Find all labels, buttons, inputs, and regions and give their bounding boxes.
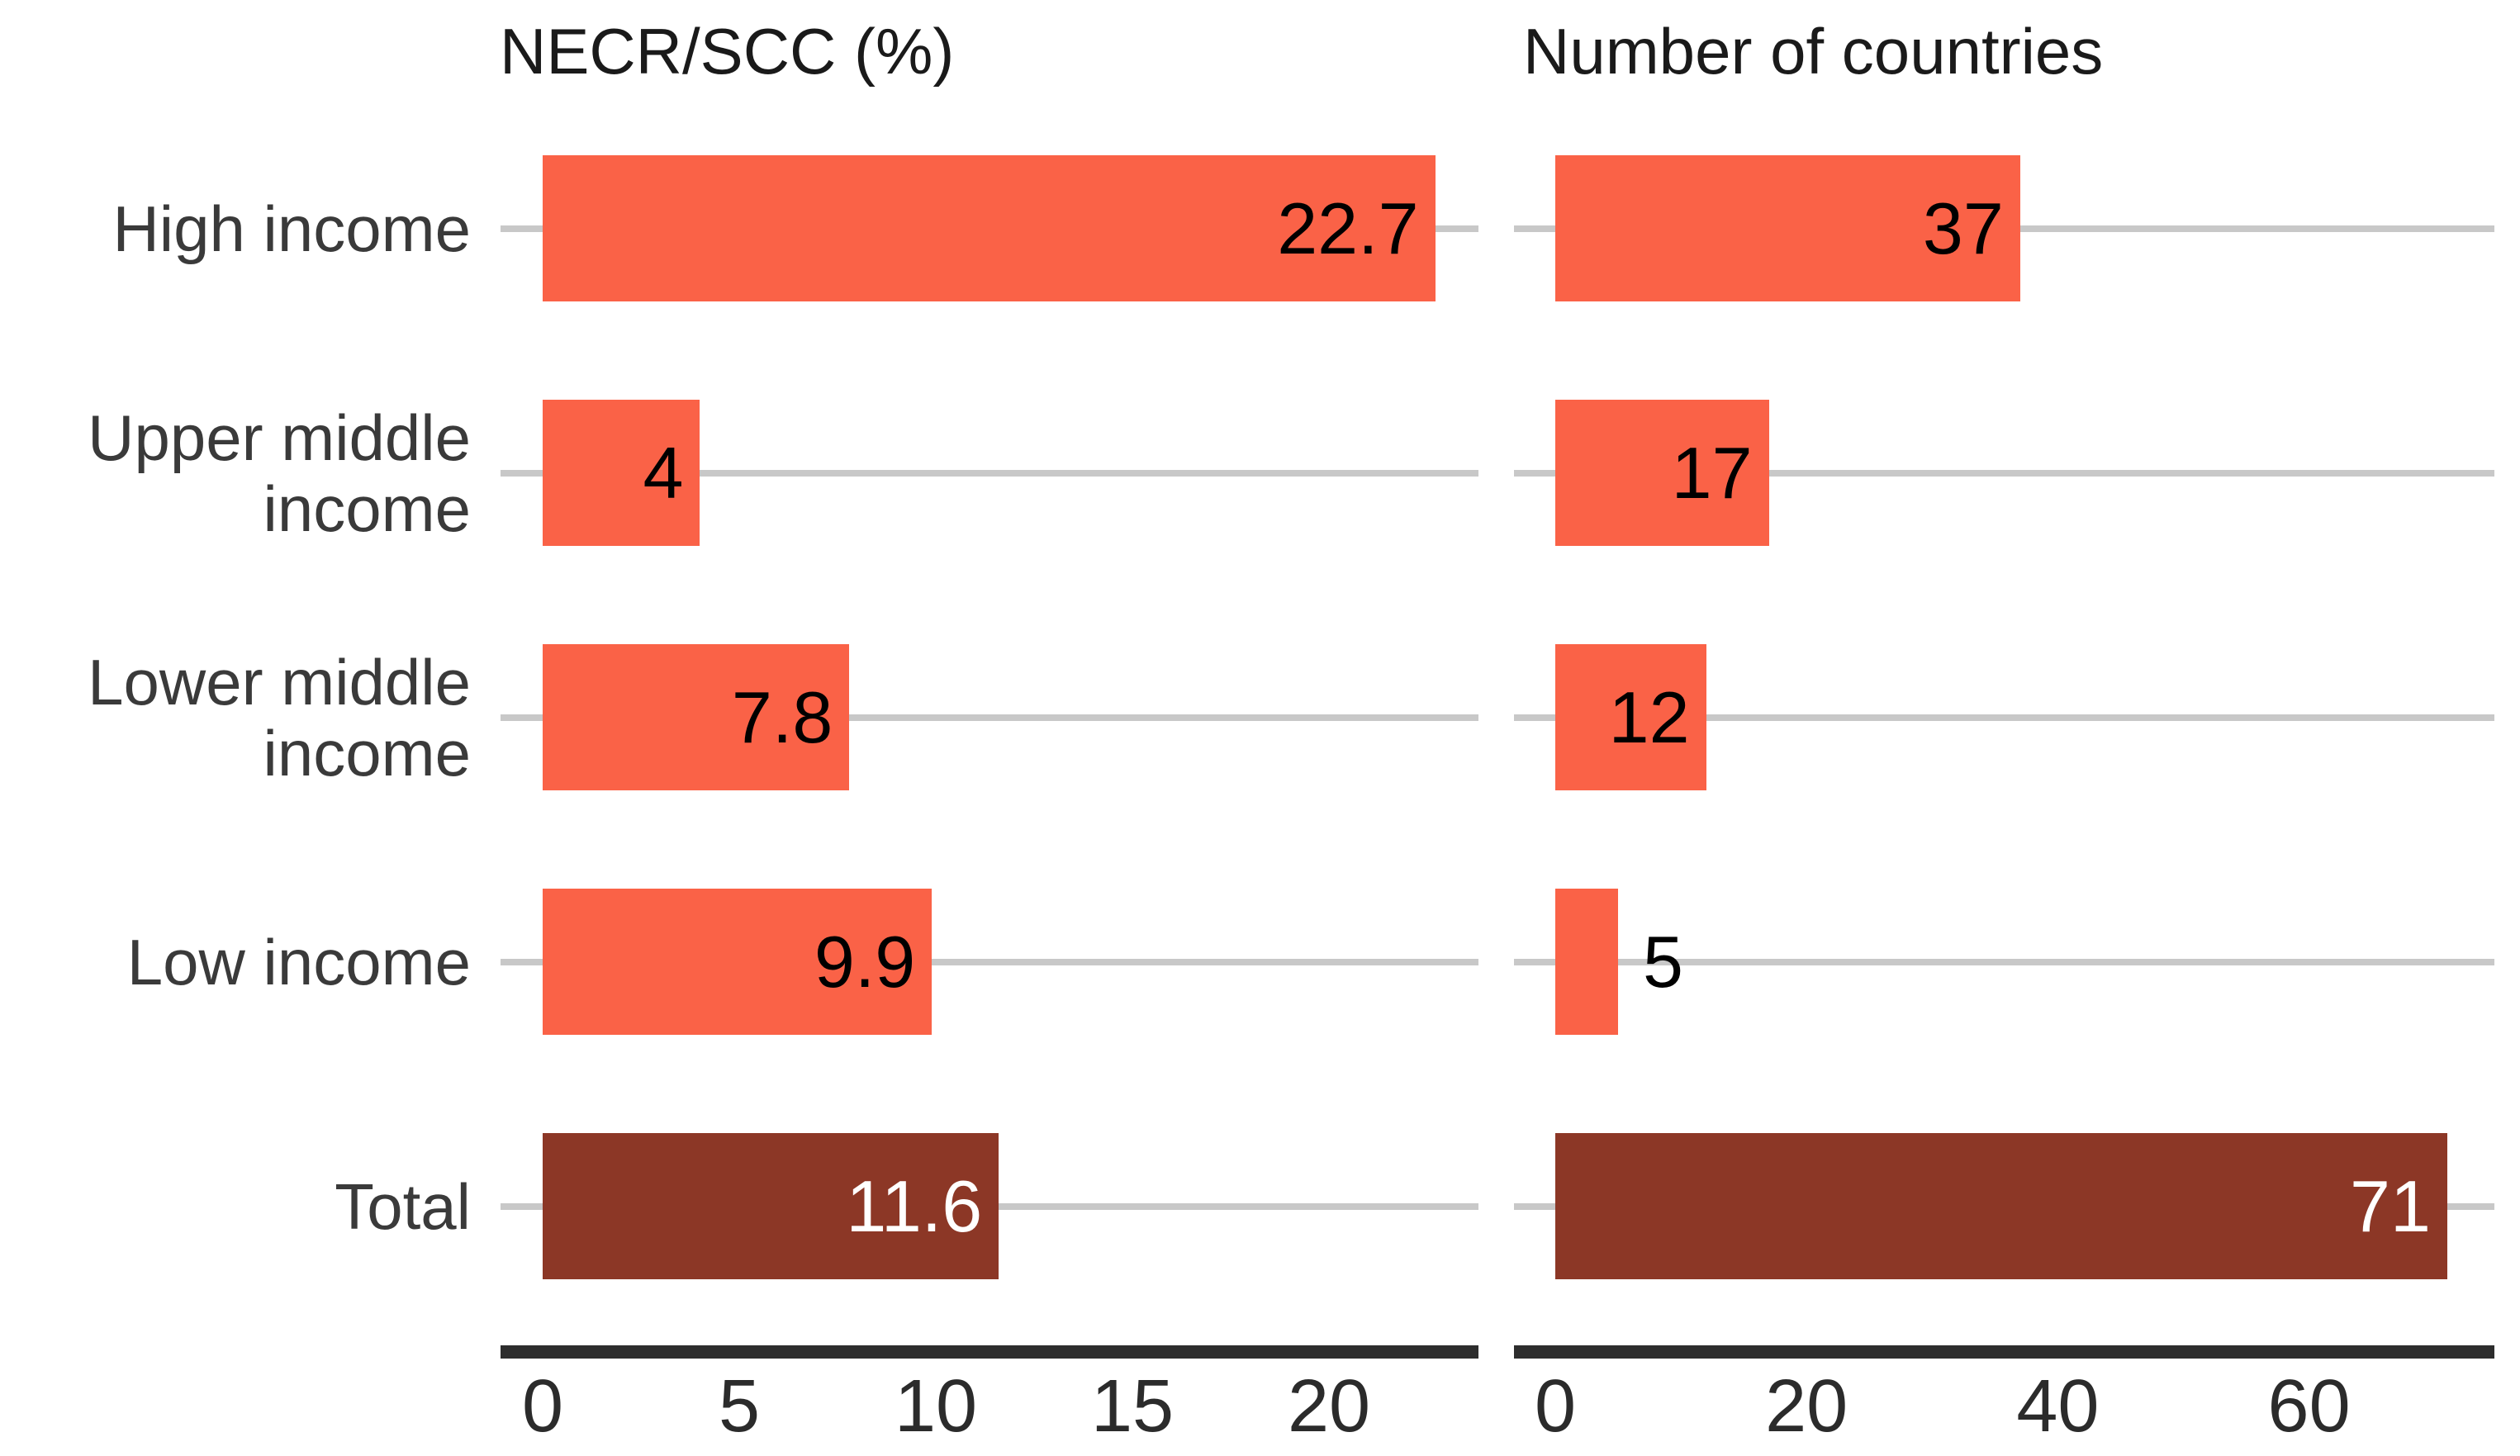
bar-value-label: 4 <box>643 431 684 514</box>
x-axis-tick-label: 15 <box>1090 1365 1175 1448</box>
bar <box>543 644 850 790</box>
category-label: Total <box>335 1169 471 1243</box>
bar <box>1555 889 1619 1035</box>
bar <box>543 1133 999 1279</box>
x-axis-tick-label: 10 <box>894 1365 978 1448</box>
row-gridline <box>1514 714 2494 721</box>
bar <box>1555 155 2020 301</box>
right-panel-title: Number of countries <box>1523 15 2104 88</box>
bar-value-label: 5 <box>1643 920 1683 1003</box>
bar-value-label: 7.8 <box>731 676 833 758</box>
bar <box>543 400 700 546</box>
x-axis-tick-label: 20 <box>1287 1365 1371 1448</box>
row-gridline <box>501 469 1478 477</box>
bar-value-label: 17 <box>1671 431 1753 514</box>
bar-value-label: 71 <box>2350 1164 2431 1247</box>
x-axis-line <box>501 1345 1478 1359</box>
x-axis-tick-label: 20 <box>1765 1365 1848 1448</box>
x-axis-tick-label: 0 <box>1534 1365 1577 1448</box>
category-label: Upper middle income <box>88 401 471 545</box>
left-panel-title: NECR/SCC (%) <box>500 15 955 88</box>
bar <box>1555 1133 2447 1279</box>
row-gridline <box>501 714 1478 721</box>
x-axis-tick-label: 5 <box>718 1365 761 1448</box>
bar-value-label: 22.7 <box>1277 187 1419 269</box>
category-label: Lower middle income <box>88 645 471 790</box>
x-axis-tick-label: 40 <box>2016 1365 2100 1448</box>
bar-value-label: 12 <box>1608 676 1690 758</box>
row-gridline <box>1514 958 2494 965</box>
x-axis-line <box>1514 1345 2494 1359</box>
category-label: Low income <box>126 925 471 998</box>
bar <box>1555 400 1769 546</box>
row-gridline <box>501 958 1478 965</box>
bar <box>543 889 933 1035</box>
bar-value-label: 9.9 <box>814 920 916 1003</box>
x-axis-tick-label: 0 <box>521 1365 564 1448</box>
row-gridline <box>1514 469 2494 477</box>
bar <box>1555 644 1706 790</box>
category-label: High income <box>112 192 471 265</box>
bar-value-label: 11.6 <box>846 1164 983 1247</box>
x-axis-tick-label: 60 <box>2267 1365 2351 1448</box>
bar-value-label: 37 <box>1922 187 2004 269</box>
bar <box>543 155 1436 301</box>
